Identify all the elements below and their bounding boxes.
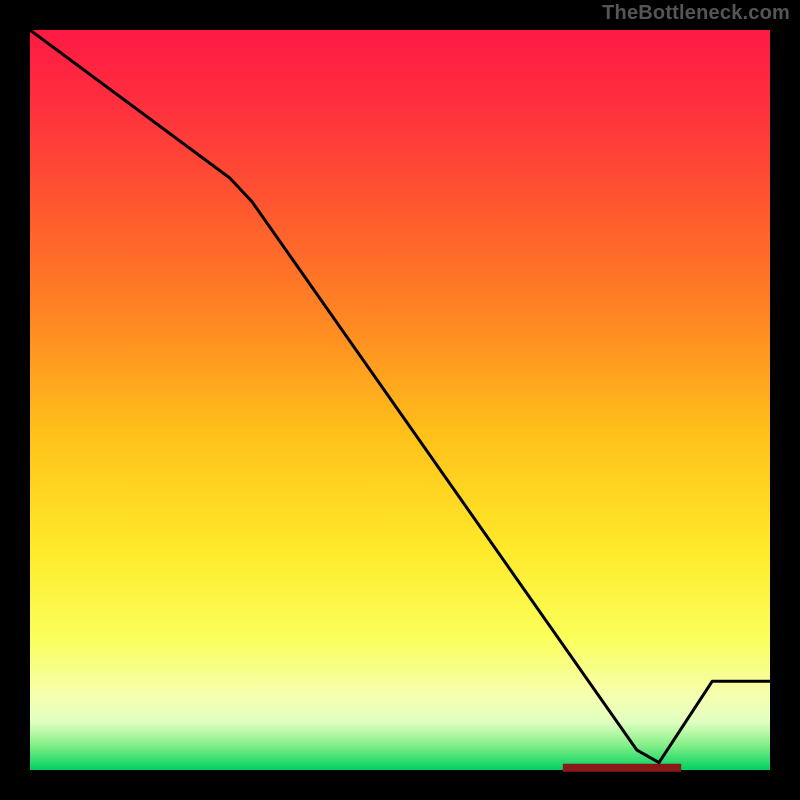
bottleneck-chart (0, 0, 800, 800)
watermark-text: TheBottleneck.com (602, 2, 790, 25)
gradient-plot-area (30, 30, 770, 770)
